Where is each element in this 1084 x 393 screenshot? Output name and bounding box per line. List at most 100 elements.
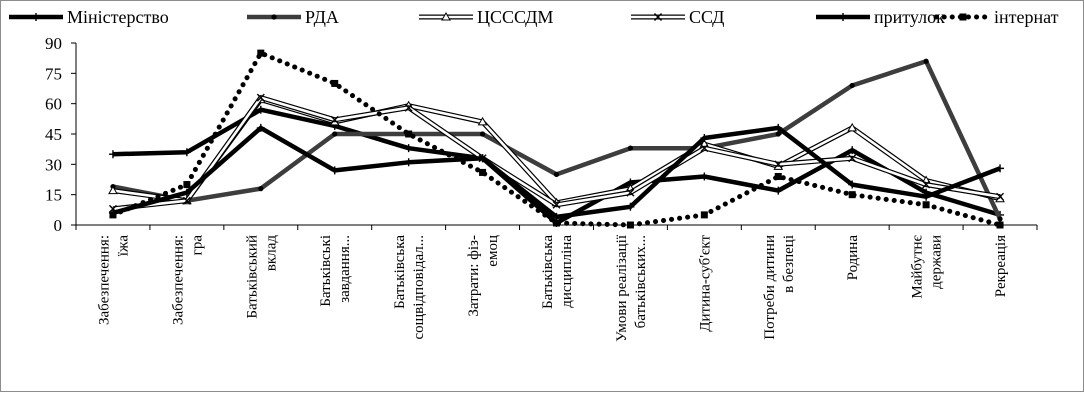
data-point [330,166,339,175]
data-point [848,154,857,163]
x-category-label: сощвідповідал... [411,235,427,340]
data-point [774,172,782,180]
x-category-label: Забезпечення: [96,235,112,325]
x-category-label: Батьківська [540,235,556,309]
legend-item-6: інтернат [933,7,1059,27]
data-point [848,146,857,155]
legend-item-5: притулок [816,7,945,27]
series-5 [108,123,1005,221]
data-point [849,82,855,89]
series-layer [108,49,1005,229]
x-category-label: вклад [263,235,279,272]
data-point [996,164,1005,173]
x-category-label: їжа [115,235,131,257]
data-point [922,201,930,209]
data-point [626,202,635,211]
legend-marker [441,11,451,21]
data-point [774,123,783,132]
y-tick-label: 45 [45,125,62,144]
x-category-label: Дитина-суб'єкт [697,235,713,332]
data-point [182,148,191,157]
data-point [109,211,117,219]
data-point [922,180,931,189]
data-point [404,158,413,167]
legend-item-2: РДА [247,7,339,27]
legend-marker [654,13,662,21]
legend-item-3: ЦСССДМ [419,7,553,27]
data-point [626,188,635,197]
x-category-label: держави [929,235,945,289]
data-point [257,49,265,57]
y-tick-label: 90 [45,34,62,53]
data-point [996,221,1004,229]
legend-label: Міністерство [67,7,169,27]
data-point [847,122,858,132]
data-point [182,196,191,205]
x-category-label: Умови реалізації [614,234,630,342]
data-point [996,192,1005,201]
legend-label: ССД [689,7,724,27]
series-4 [108,93,1005,213]
legend-item-4: ССД [631,7,724,27]
legend-marker [271,14,277,20]
x-category-label: Батьківська [392,235,408,309]
x-axis-labels: Забезпечення: їжа Забезпечення: гра Батьківс… [96,234,1009,342]
data-point [256,123,265,132]
data-point [183,181,191,189]
legend-marker [839,13,847,21]
data-point [922,192,931,201]
data-point [923,58,929,64]
data-point [700,172,709,181]
data-point [479,168,487,176]
data-point [108,150,117,159]
data-point [405,130,413,138]
x-category-label: дисципліна [559,235,575,308]
x-category-label: емоц [485,235,501,267]
data-point [479,131,486,137]
data-point [404,144,413,153]
data-point [332,131,338,137]
data-point [108,185,118,195]
x-category-label: батьківських... [633,235,649,328]
data-point [478,154,487,163]
y-tick-label: 30 [45,155,62,174]
legend-label: ЦСССДМ [477,7,553,27]
data-point [848,191,856,199]
x-category-label: Забезпечення: [170,235,186,325]
legend: Міністерство РДА ЦСССДМ ССД притулок інтернат [9,7,1059,27]
data-point [330,115,339,124]
data-point [553,219,560,227]
data-point [477,116,488,126]
x-category-label: в безпеці [781,235,797,293]
data-point [775,131,781,137]
data-point [182,188,191,197]
legend-label: притулок [874,7,945,27]
data-point [774,160,783,169]
y-tick-label: 0 [54,216,63,235]
legend-marker [32,13,40,21]
x-category-label: завдання... [337,235,353,303]
x-category-label: Батьківські [318,235,334,307]
data-point [626,221,634,229]
series-6 [109,49,1004,229]
data-point [553,171,560,178]
x-category-label: Батьківський [244,235,260,319]
data-point [700,134,709,143]
y-tick-label: 15 [45,186,62,205]
y-tick-label: 60 [45,95,62,114]
data-point [700,144,709,153]
data-point [627,145,634,151]
legend-item-1: Міністерство [9,7,169,27]
x-category-label: гра [189,235,205,256]
data-point [552,200,561,209]
data-point [256,93,265,102]
y-tick-label: 75 [45,64,62,83]
data-point [700,211,708,219]
x-category-label: Майбутнє [910,234,926,298]
x-category-label: Потреби дитини [762,235,778,340]
data-point [997,216,1003,222]
data-point [404,103,413,112]
data-point [256,105,265,114]
